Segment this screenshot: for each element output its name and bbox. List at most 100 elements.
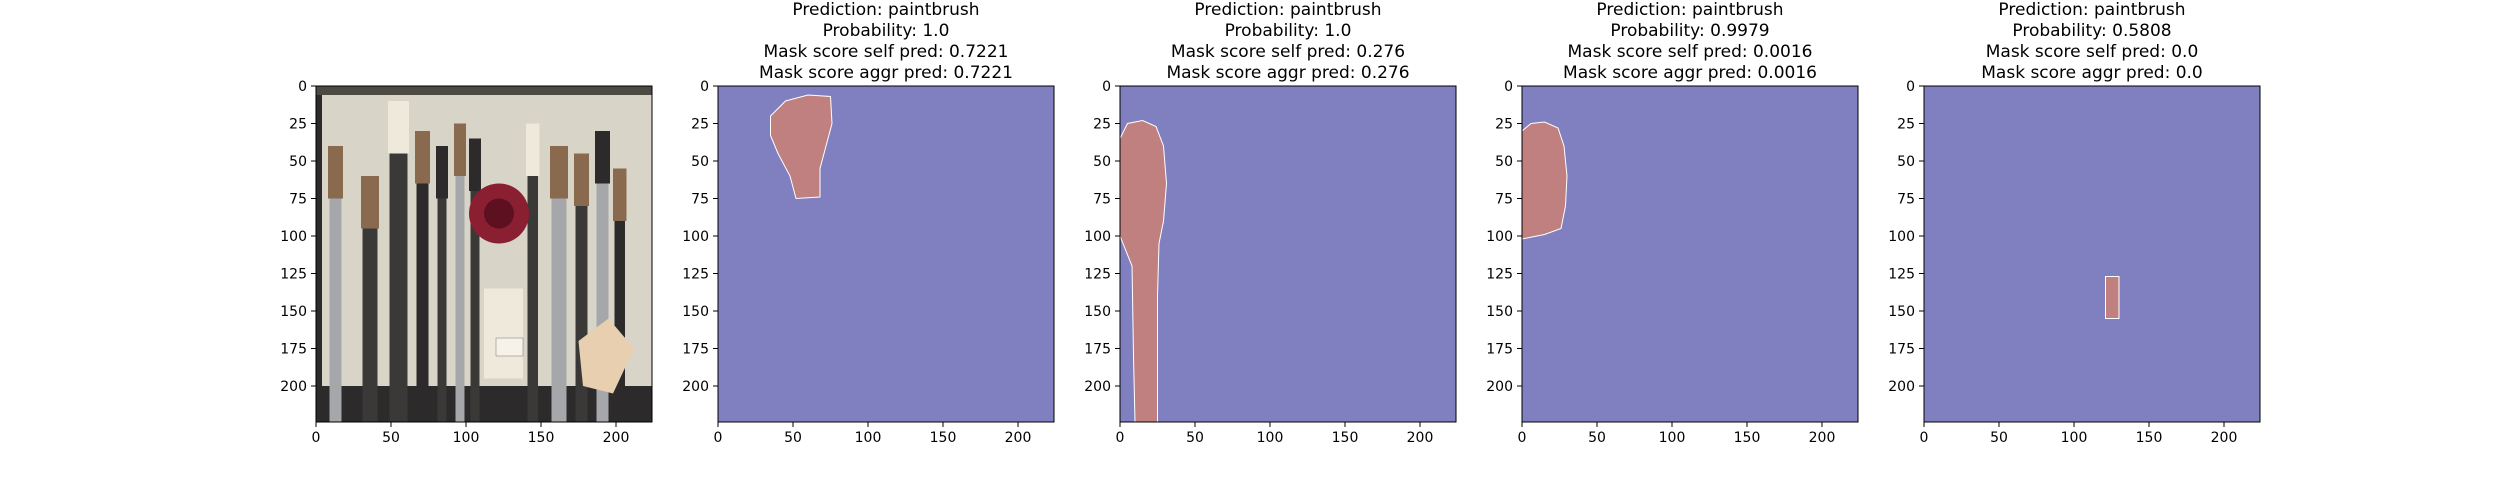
- y-tick-label: 25: [289, 117, 307, 133]
- photo-bristle-4: [415, 131, 430, 184]
- mask-region-1: [1120, 119, 1168, 422]
- photo-left-edge: [316, 86, 322, 422]
- x-tick-label: 100: [1257, 430, 1284, 446]
- y-tick-label: 25: [1495, 117, 1513, 133]
- y-tick-label: 125: [1486, 267, 1513, 283]
- subplot-title-line: Mask score self pred: 0.7221: [764, 42, 1009, 62]
- subplot-title-line: Prediction: paintbrush: [1998, 0, 2185, 20]
- mask-background: [718, 86, 1054, 422]
- x-tick-label: 100: [1659, 430, 1686, 446]
- photo-handle-6: [455, 176, 465, 422]
- subplot-1: 0 50 100 150 200 0 25 50 75 100 125 150 175 200: [280, 79, 653, 446]
- subplot-title-line: Mask score aggr pred: 0.276: [1166, 63, 1409, 83]
- x-tick-label: 100: [453, 430, 480, 446]
- y-tick-label: 200: [682, 379, 709, 395]
- x-tick-label: 50: [1990, 430, 2008, 446]
- y-tick-label: 175: [280, 342, 307, 358]
- x-tick-label: 0: [312, 430, 321, 446]
- x-tick-label: 0: [1116, 430, 1125, 446]
- mask-region-1: [770, 94, 833, 200]
- y-tick-label: 150: [1486, 304, 1513, 320]
- photo-top-edge: [316, 86, 652, 95]
- axes-frame: [315, 85, 653, 423]
- image-area: [316, 86, 652, 422]
- image-area: [1924, 86, 2260, 422]
- x-tick-label: 150: [1734, 430, 1761, 446]
- photo-handle-5: [437, 198, 447, 422]
- subplot-2: 0 50 100 150 200 0 25 50 75 100 125 150 175 200 Predic…: [682, 0, 1055, 446]
- y-tick-label: 50: [289, 154, 307, 170]
- mask-background: [1120, 86, 1456, 422]
- subplot-title-line: Mask score aggr pred: 0.0016: [1563, 63, 1817, 83]
- y-tick-label: 25: [691, 117, 709, 133]
- y-tick-label: 200: [280, 379, 307, 395]
- photo-bristle-6: [454, 123, 466, 176]
- mask-region-1: [2105, 276, 2120, 319]
- photo-bristle-8: [526, 123, 540, 176]
- photo-bristle-7: [469, 138, 481, 191]
- subplot-title-line: Prediction: paintbrush: [792, 0, 979, 20]
- subplot-4: 0 50 100 150 200 0 25 50 75 100 125 150 175 200 Predic…: [1486, 0, 1859, 446]
- subplot-title-line: Mask score aggr pred: 0.0: [1981, 63, 2203, 83]
- y-tick-label: 25: [1897, 117, 1915, 133]
- photo-handle-4: [416, 183, 429, 422]
- x-tick-label: 0: [1518, 430, 1527, 446]
- y-tick-label: 200: [1888, 379, 1915, 395]
- y-tick-label: 175: [1486, 342, 1513, 358]
- x-tick-label: 100: [2061, 430, 2088, 446]
- y-tick-label: 50: [1897, 154, 1915, 170]
- y-tick-label: 125: [682, 267, 709, 283]
- y-tick-label: 0: [1504, 79, 1513, 95]
- y-tick-label: 0: [700, 79, 709, 95]
- x-tick-label: 150: [1332, 430, 1359, 446]
- y-tick-label: 125: [280, 267, 307, 283]
- y-tick-label: 0: [1102, 79, 1111, 95]
- x-tick-label: 150: [2136, 430, 2163, 446]
- y-tick-label: 175: [1084, 342, 1111, 358]
- photo-bristle-2: [361, 176, 379, 229]
- photo-bristle-5: [436, 146, 448, 199]
- y-tick-label: 50: [1495, 154, 1513, 170]
- photo-label: [495, 337, 524, 357]
- photo-bristle-3: [388, 101, 409, 154]
- x-tick-label: 50: [1186, 430, 1204, 446]
- y-tick-label: 0: [1906, 79, 1915, 95]
- axes-frame: [717, 85, 1055, 423]
- mask-region-1: [1522, 121, 1568, 240]
- x-tick-label: 200: [1005, 430, 1032, 446]
- subplot-title-line: Probability: 1.0: [823, 21, 950, 41]
- y-tick-label: 125: [1888, 267, 1915, 283]
- x-tick-label: 200: [2211, 430, 2238, 446]
- photo-case: [484, 288, 523, 379]
- x-tick-label: 150: [930, 430, 957, 446]
- y-tick-label: 75: [1495, 192, 1513, 208]
- y-tick-label: 150: [1084, 304, 1111, 320]
- x-tick-label: 150: [528, 430, 555, 446]
- subplot-title-line: Prediction: paintbrush: [1596, 0, 1783, 20]
- photo-bristle-1: [328, 146, 343, 199]
- photo-blush-center: [484, 198, 514, 229]
- x-tick-label: 100: [855, 430, 882, 446]
- subplot-title-line: Mask score aggr pred: 0.7221: [759, 63, 1013, 83]
- x-tick-label: 50: [784, 430, 802, 446]
- subplot-title-line: Mask score self pred: 0.0: [1986, 42, 2199, 62]
- y-tick-label: 200: [1486, 379, 1513, 395]
- y-tick-label: 150: [1888, 304, 1915, 320]
- x-tick-label: 50: [382, 430, 400, 446]
- photo-handle-3: [389, 153, 408, 422]
- y-tick-label: 75: [289, 192, 307, 208]
- y-tick-label: 125: [1084, 267, 1111, 283]
- y-tick-label: 75: [691, 192, 709, 208]
- photo-handle-12: [614, 221, 625, 422]
- y-tick-label: 75: [1897, 192, 1915, 208]
- photo-handle-9: [551, 198, 567, 422]
- x-tick-label: 200: [603, 430, 630, 446]
- y-tick-label: 100: [280, 229, 307, 245]
- image-area: [718, 86, 1054, 422]
- y-tick-label: 200: [1084, 379, 1111, 395]
- photo-sponge: [578, 318, 634, 394]
- subplot-title-line: Prediction: paintbrush: [1194, 0, 1381, 20]
- subplot-title-line: Probability: 0.9979: [1610, 21, 1769, 41]
- subplot-title-line: Probability: 1.0: [1225, 21, 1352, 41]
